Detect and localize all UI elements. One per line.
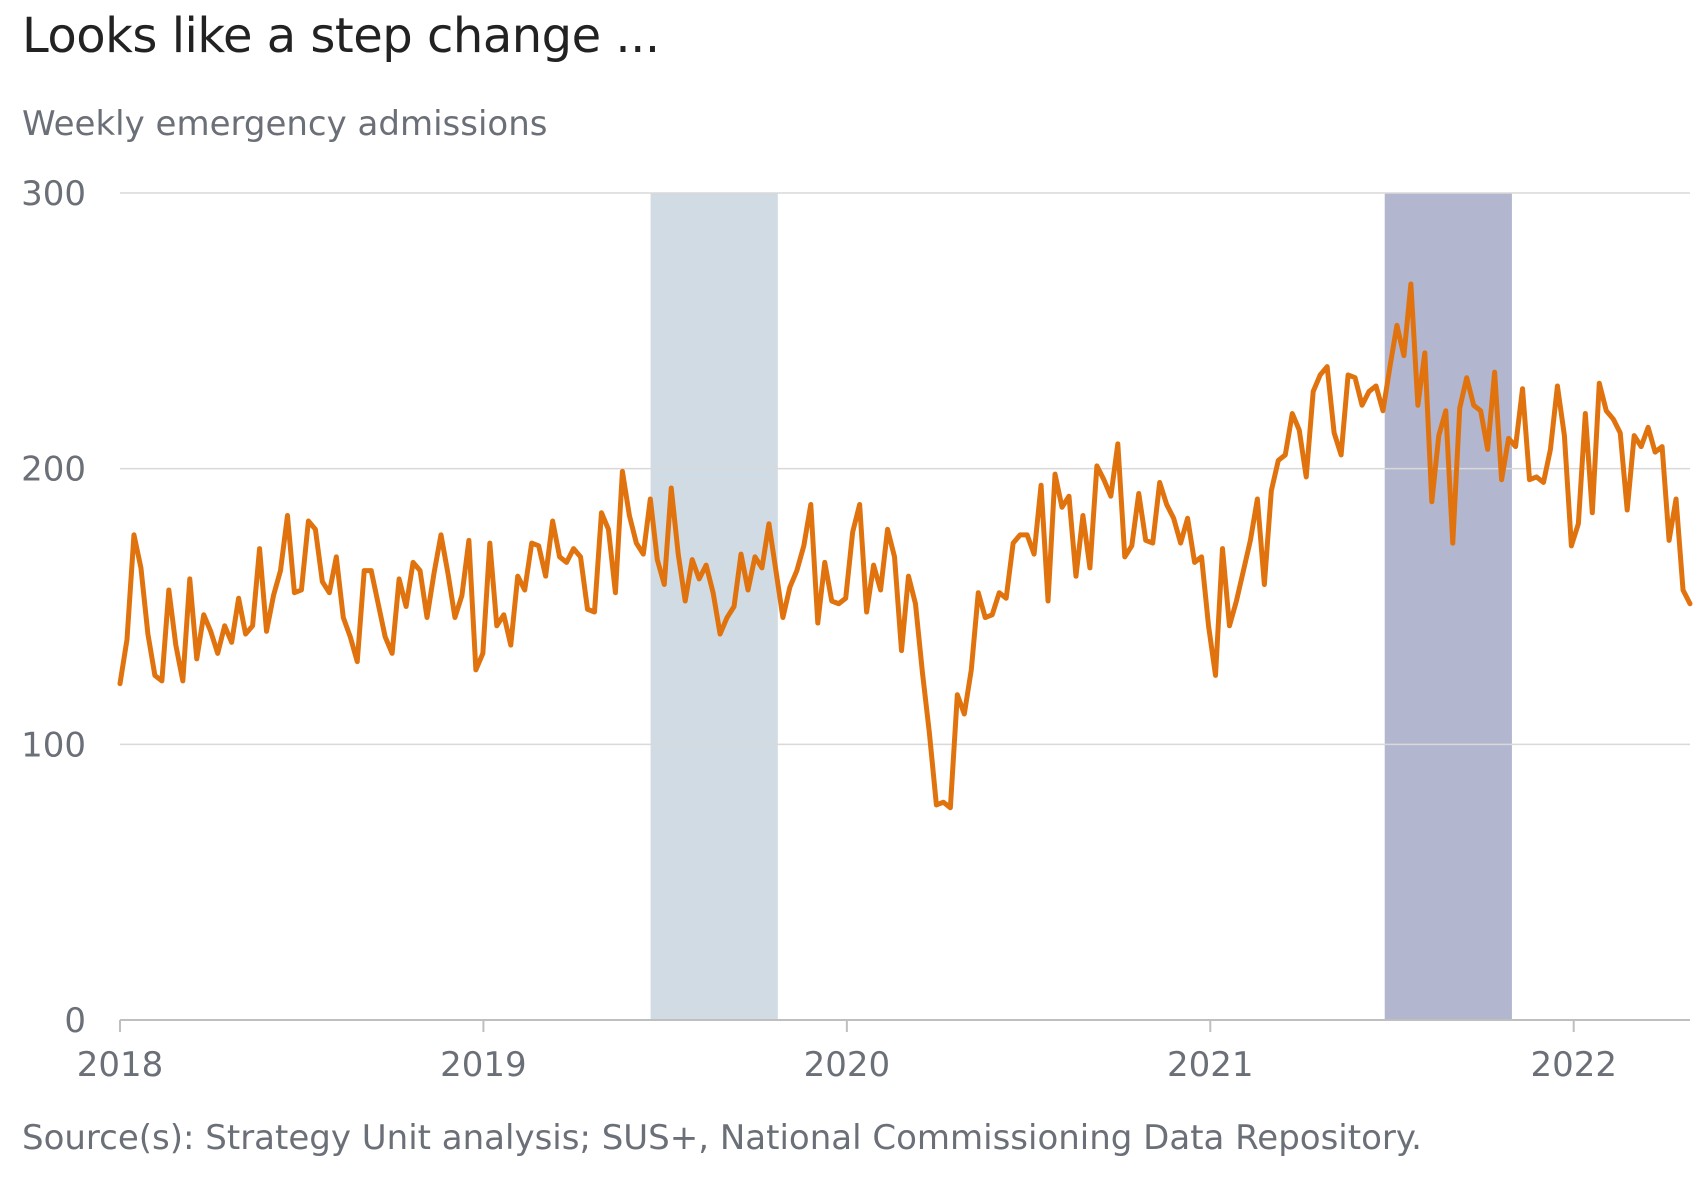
y-tick-label: 0 — [64, 1001, 86, 1041]
chart-subtitle: Weekly emergency admissions — [22, 104, 548, 144]
x-tick-label: 2021 — [1167, 1045, 1254, 1085]
x-tick-label: 2019 — [440, 1045, 527, 1085]
x-tick-label: 2020 — [804, 1045, 891, 1085]
y-axis-labels: 0 100 200 300 — [21, 174, 86, 1041]
y-tick-label: 200 — [21, 450, 86, 490]
x-axis-labels: 2018 2019 2020 2021 2022 — [77, 1045, 1617, 1085]
series-line-1 — [117, 281, 1693, 811]
chart-title: Looks like a step change ... — [22, 8, 660, 64]
source-note: Source(s): Strategy Unit analysis; SUS+,… — [22, 1118, 1422, 1158]
x-tick-label: 2018 — [77, 1045, 164, 1085]
x-tick-label: 2022 — [1530, 1045, 1617, 1085]
highlight-band-2 — [1384, 193, 1512, 1020]
y-tick-label: 100 — [21, 725, 86, 765]
series-layer — [117, 281, 1693, 811]
y-tick-label: 300 — [21, 174, 86, 214]
x-axis — [119, 1019, 1690, 1032]
highlight-bands — [650, 193, 1512, 1020]
